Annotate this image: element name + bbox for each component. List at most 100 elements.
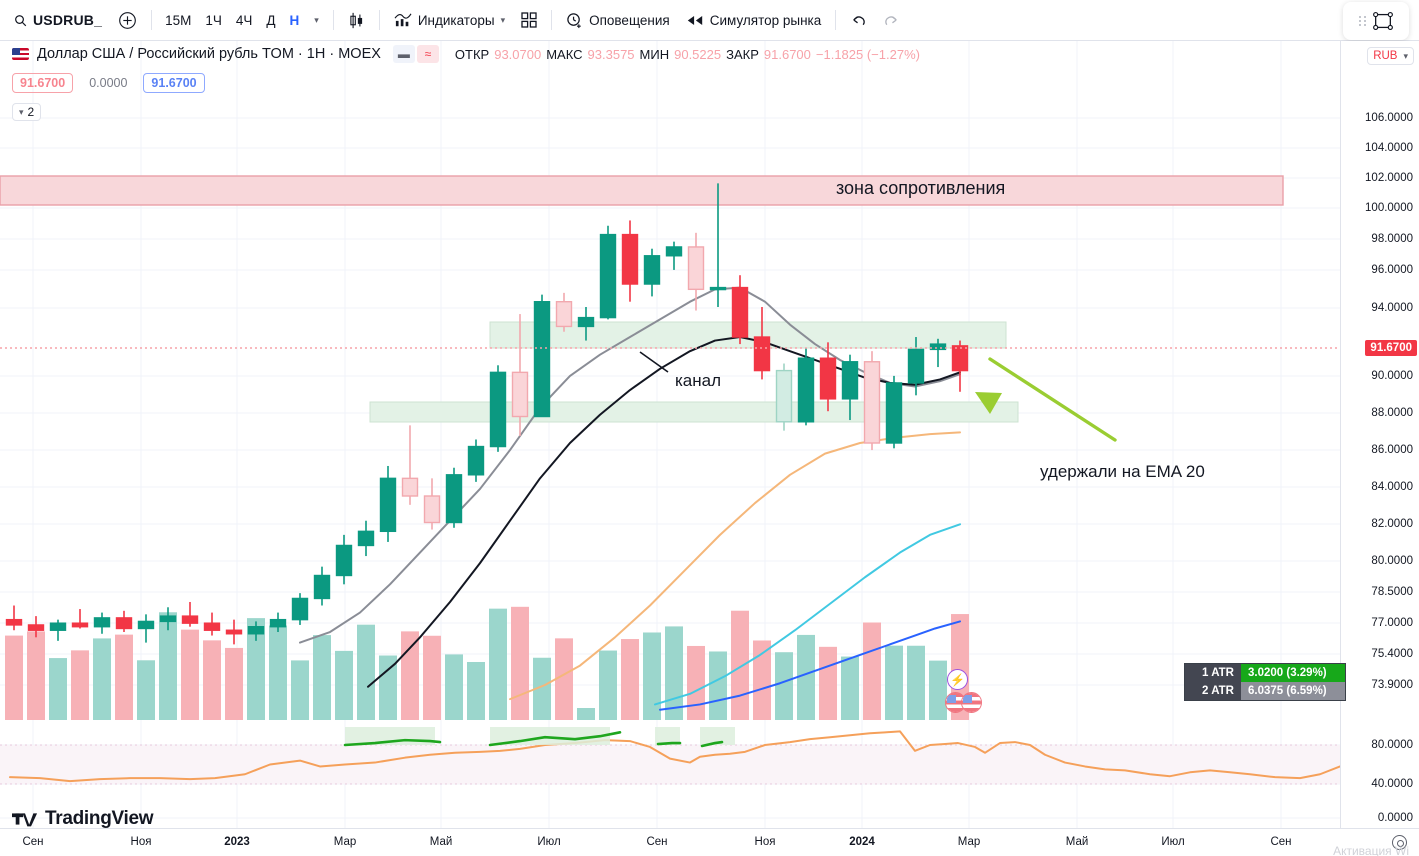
legend-style-buttons[interactable]: ▬ ≈ [392,45,439,63]
atr1-value: 3.0200 (3.29%) [1241,664,1345,682]
ohlc-change-value: −1.1825 (−1.27%) [815,46,920,62]
time-axis-label: 2024 [849,836,875,848]
chip-red-value: 91.6700 [12,73,74,93]
plus-circle-icon [119,11,136,29]
lightning-badge-icon[interactable]: ⚡ [947,669,968,690]
price-axis[interactable]: RUB ▾ 106.0000 104.0000 102.0000 100.0000 98… [1340,41,1419,828]
current-price-label: 91.6700 [1365,340,1417,356]
timeframe-4h[interactable]: 4Ч [235,12,253,28]
price-axis-label: 100.0000 [1365,202,1413,214]
price-chart-svg [0,41,1386,828]
atr-row-1: 1 ATR 3.0200 (3.29%) [1185,664,1345,682]
chevron-down-icon: ▾ [500,14,506,25]
symbol-search-button[interactable]: USDRUB_ [6,6,110,34]
ohlc-close-label: ЗАКР [726,46,759,62]
timeframe-15m[interactable]: 15М [165,12,192,28]
price-axis-label: 75.4000 [1371,648,1413,660]
chip-mid-value: 0.0000 [89,76,128,90]
indicators-button[interactable]: Индикаторы ▾ [386,6,513,34]
chart-canvas[interactable] [0,41,1419,856]
chart-legend: Доллар США / Российский рубль TOM · 1Н ·… [12,45,920,63]
price-axis-label: 78.5000 [1371,586,1413,598]
atr-row-2: 2 ATR 6.0375 (6.59%) [1185,682,1345,700]
ohlc-open-value: 93.0700 [494,46,542,62]
toolbar-divider-4 [551,10,553,30]
drag-handle-icon[interactable] [1358,16,1367,26]
time-axis[interactable]: Сен Ноя 2023 Мар Май Июл Сен Ноя 2024 Мар Май Июл Се… [0,828,1419,856]
ohlc-low-label: МИН [639,46,670,62]
timeframe-1h[interactable]: 1Ч [205,12,222,28]
time-axis-label: Сен [1270,836,1292,848]
ohlc-high-label: МАКС [546,46,583,62]
top-toolbar: USDRUB_ 15М 1Ч 4Ч Д Н ▾ [0,0,1419,41]
currency-label: RUB [1373,50,1398,62]
flag-badge-2-icon[interactable] [961,692,982,713]
ohlc-close-value: 91.6700 [763,46,811,62]
price-axis-label: 82.0000 [1371,518,1413,530]
undo-button[interactable] [842,6,875,34]
layout-button[interactable] [513,6,545,34]
price-axis-label: 98.0000 [1371,233,1413,245]
tradingview-label: TradingView [45,808,154,829]
price-axis-label: 90.0000 [1371,370,1413,382]
atr-info-box: 1 ATR 3.0200 (3.29%) 2 ATR 6.0375 (6.59%… [1184,663,1346,701]
price-axis-label: 77.0000 [1371,617,1413,629]
price-axis-label: 86.0000 [1371,444,1413,456]
rsi-axis-label: 80.0000 [1371,739,1413,751]
chevron-down-icon: ▾ [314,14,319,25]
redo-button[interactable] [875,6,908,34]
tradingview-brand: TradingView [12,808,154,830]
rectangle-select-icon[interactable] [1372,10,1394,32]
price-axis-label: 88.0000 [1371,407,1413,419]
time-axis-label: Сен [22,836,44,848]
chart-type-button[interactable] [340,6,373,34]
ohlc-values: ОТКР 93.0700 МАКС 93.3575 МИН 90.5225 ЗАКР 9… [455,47,920,62]
rsi-axis-label: 40.0000 [1371,778,1413,790]
time-axis-label: Мар [333,836,357,848]
time-axis-label: Ноя [754,836,776,848]
tradingview-logo-icon [12,813,38,827]
us-ru-flag-icon [12,48,29,60]
indicators-label: Индикаторы [417,12,495,28]
price-axis-label: 80.0000 [1371,555,1413,567]
timeframe-1w[interactable]: Н [289,12,300,28]
timeframe-dropdown-button[interactable]: ▾ [306,6,327,34]
price-axis-label: 106.0000 [1365,112,1413,124]
time-axis-label: Июл [537,836,561,848]
toolbar-divider-2 [332,10,334,30]
os-activation-watermark: Активация Wi [1333,844,1409,856]
rsi-axis-label: 0.0000 [1377,812,1413,824]
add-symbol-button[interactable] [110,6,145,34]
alerts-button[interactable]: Оповещения [558,6,678,34]
ohlc-open-label: ОТКР [454,46,490,62]
time-axis-label: Ноя [130,836,152,848]
indicator-value-chips: 91.6700 0.0000 91.6700 [12,73,205,93]
bar-style-icon[interactable]: ▬ [392,45,415,63]
redo-icon [885,16,897,26]
line-style-icon[interactable]: ≈ [416,45,439,63]
collapse-count: 2 [27,105,35,119]
time-axis-label: Май [429,836,453,848]
time-axis-label: Июл [1161,836,1185,848]
time-axis-label: Май [1065,836,1089,848]
chip-blue-value: 91.6700 [143,73,205,93]
flag-badge-1-icon[interactable] [945,692,966,713]
timeframe-1d[interactable]: Д [266,12,276,28]
undo-icon [853,16,866,26]
chevron-down-icon: ▾ [19,106,24,117]
rewind-icon [687,15,702,25]
replay-button[interactable]: Симулятор рынка [678,6,830,34]
annotation-ema[interactable]: удержали на EMA 20 [1040,462,1205,481]
time-axis-label: Мар [957,836,981,848]
annotation-resistance[interactable]: зона сопротивления [836,178,1006,198]
legend-collapse-button[interactable]: ▾ 2 [12,103,42,121]
currency-selector[interactable]: RUB ▾ [1367,47,1414,65]
atr2-label: 2 ATR [1185,682,1241,700]
time-axis-label: Сен [646,836,668,848]
price-axis-label: 84.0000 [1371,481,1413,493]
floating-drawing-toolbar[interactable] [1343,2,1409,40]
chart-settings-gear-icon[interactable] [1392,835,1407,850]
annotation-channel[interactable]: канал [675,371,722,390]
alerts-label: Оповещения [589,12,670,28]
symbol-label: USDRUB_ [33,12,103,28]
